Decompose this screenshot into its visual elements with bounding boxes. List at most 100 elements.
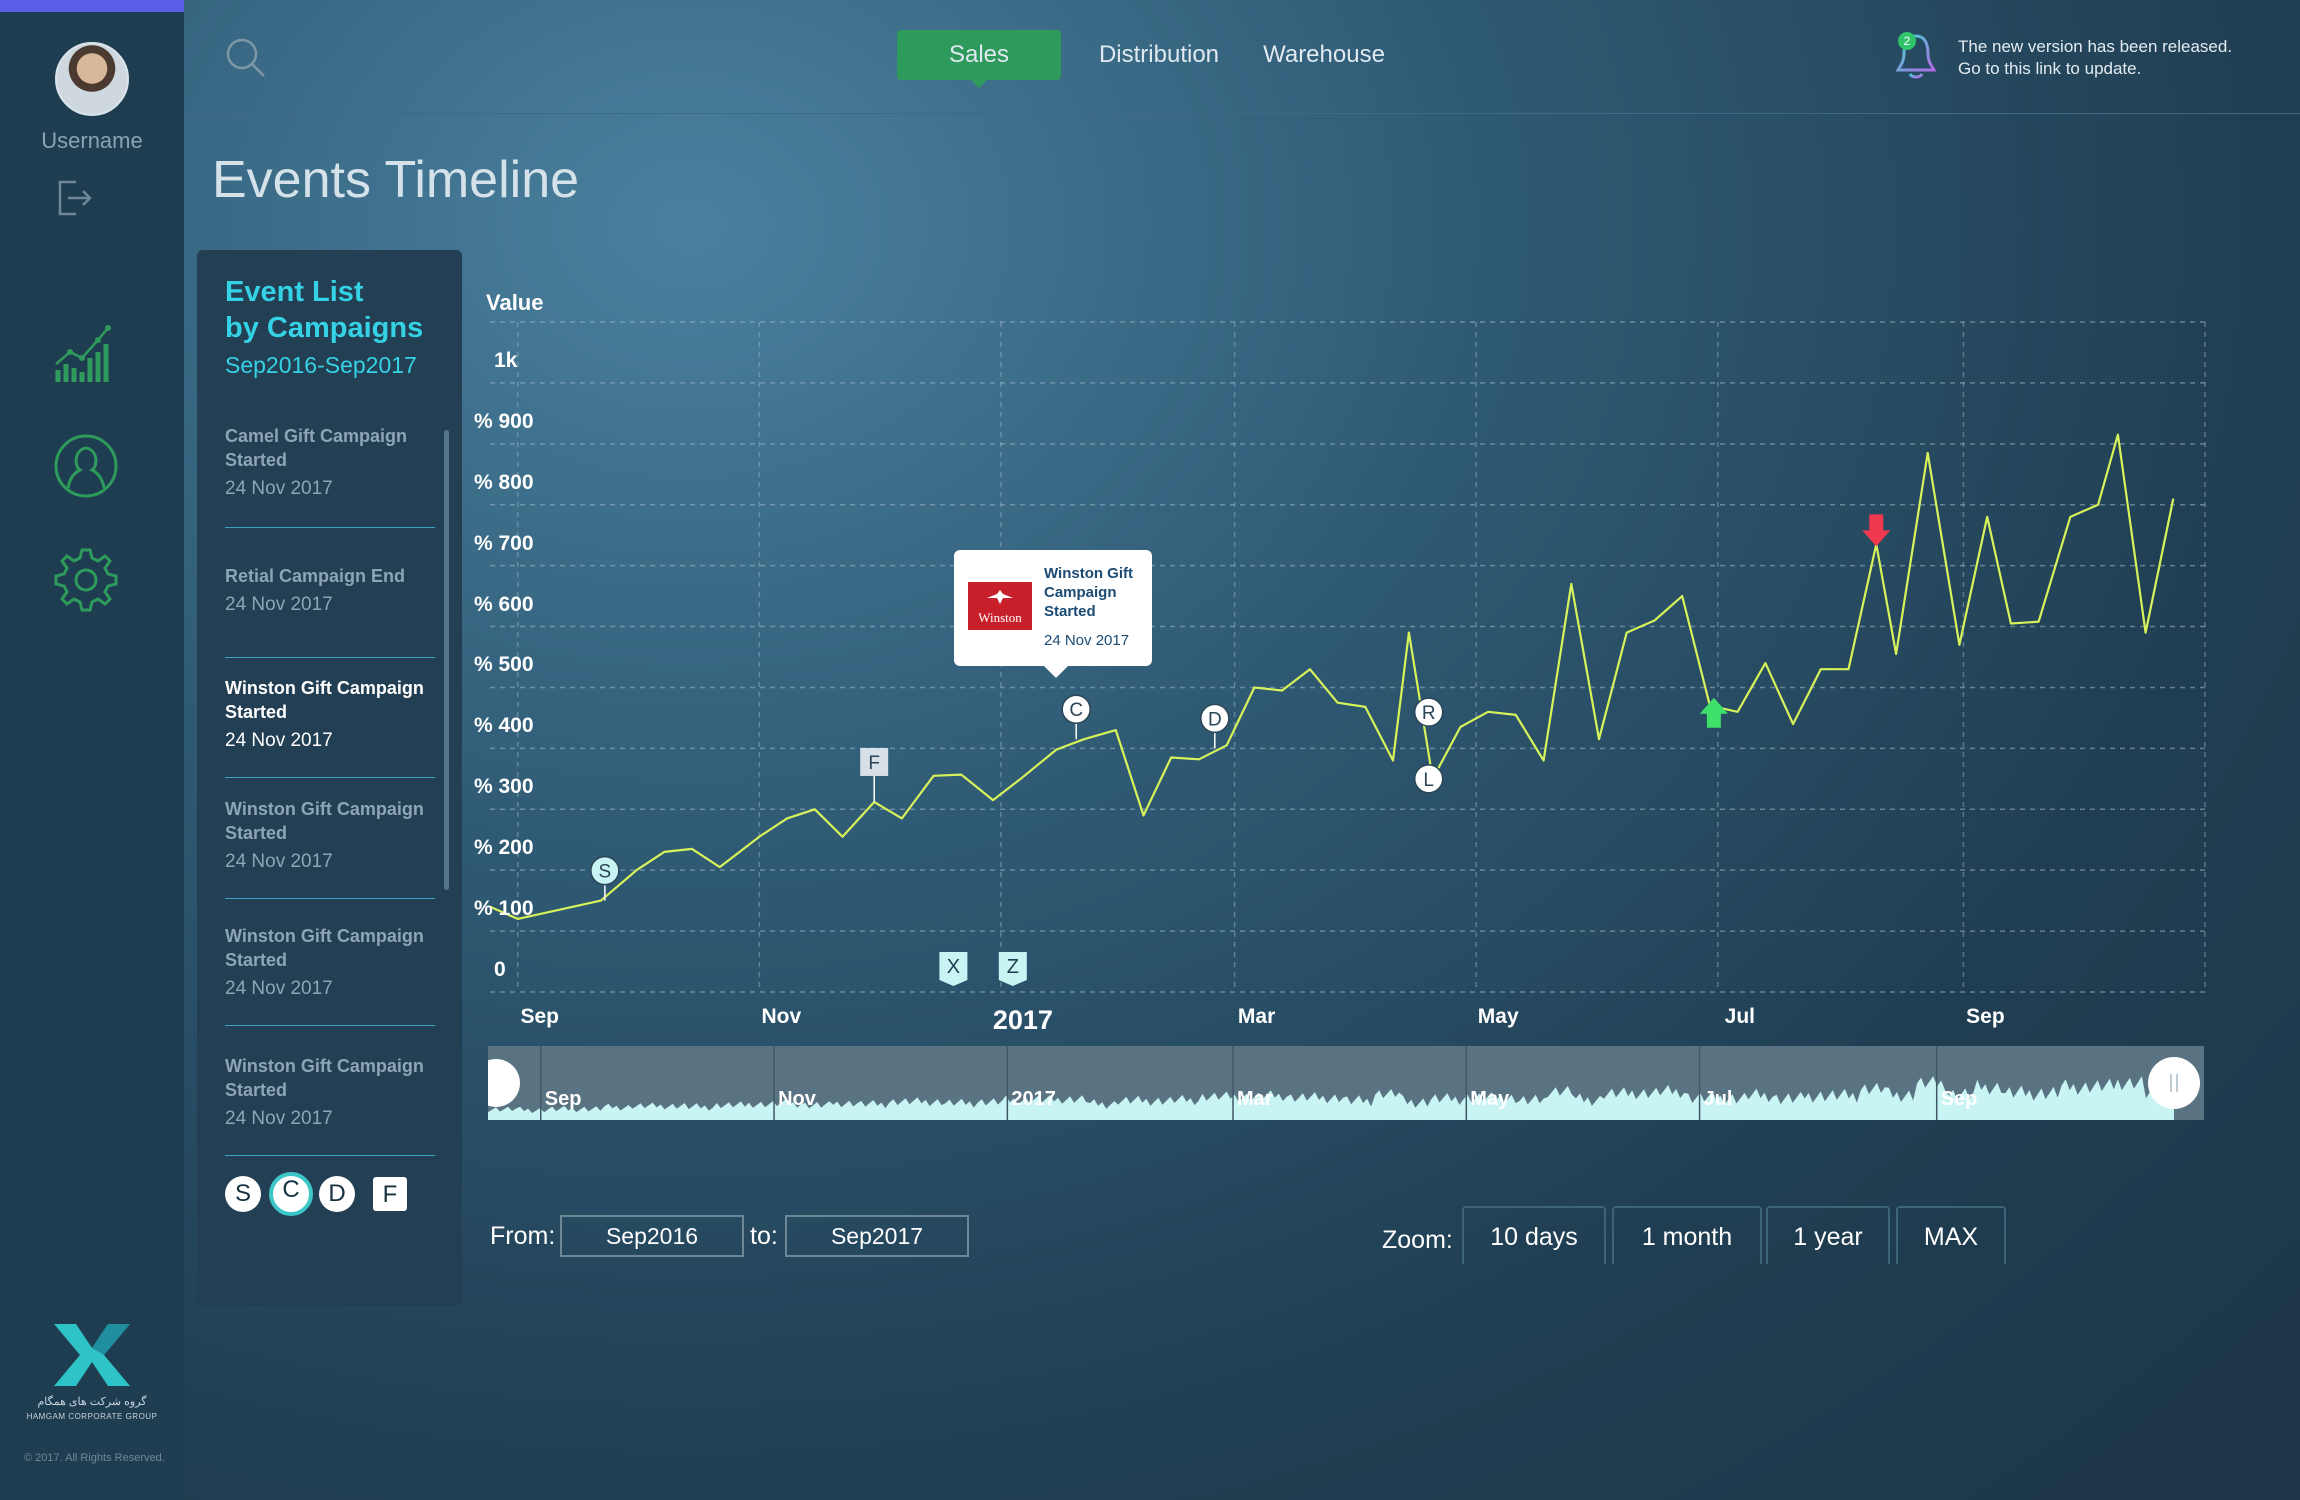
event-name: Camel Gift Campaign Started bbox=[225, 426, 408, 470]
event-marker-s[interactable]: S bbox=[590, 855, 620, 901]
brand-x-mark bbox=[54, 1324, 130, 1386]
event-date: 24 Nov 2017 bbox=[225, 594, 333, 615]
y-tick-label: % 100 bbox=[474, 897, 534, 921]
event-marker-l[interactable]: L bbox=[1413, 764, 1444, 794]
event-date: 24 Nov 2017 bbox=[225, 478, 333, 499]
event-list-scrollbar[interactable] bbox=[444, 430, 449, 890]
brand-name: HAMGAM CORPORATE GROUP bbox=[26, 1412, 158, 1421]
eagle-icon bbox=[987, 590, 1013, 604]
notification-text[interactable]: The new version has been released. Go to… bbox=[1958, 36, 2232, 80]
event-item[interactable]: Winston Gift Campaign Started 24 Nov 201… bbox=[225, 797, 435, 899]
settings-icon[interactable] bbox=[52, 546, 120, 614]
event-marker-label: F bbox=[868, 753, 880, 774]
arrow-marker-down bbox=[1862, 514, 1891, 547]
filter-chip-s[interactable]: S bbox=[225, 1176, 261, 1212]
search-icon[interactable] bbox=[224, 36, 268, 80]
event-item[interactable]: Retial Campaign End 24 Nov 2017 bbox=[225, 564, 435, 658]
copyright: © 2017. All Rights Reserved. bbox=[24, 1452, 165, 1464]
zoom-label: Zoom: bbox=[1382, 1226, 1453, 1254]
filter-chip-f[interactable]: F bbox=[373, 1177, 407, 1211]
event-name: Winston Gift Campaign Started bbox=[225, 1056, 424, 1100]
event-item[interactable]: Winston Gift Campaign Started 24 Nov 201… bbox=[225, 1054, 435, 1156]
event-date: 24 Nov 2017 bbox=[225, 978, 333, 999]
range-navigator[interactable]: Sep Nov 2017 Mar May Jul Sep bbox=[472, 1046, 2204, 1120]
page-title: Events Timeline bbox=[212, 151, 580, 209]
y-tick-label: 0 bbox=[494, 958, 506, 981]
navigator-series-area bbox=[488, 1076, 2174, 1120]
event-marker-label: L bbox=[1423, 770, 1434, 791]
arrow-marker-up bbox=[1699, 697, 1728, 728]
marker-circle bbox=[1413, 764, 1444, 794]
series-line bbox=[489, 433, 2175, 921]
marker-square bbox=[860, 747, 889, 776]
navigator-tick-label: Jul bbox=[1703, 1088, 1733, 1110]
notification-line-1: The new version has been released. bbox=[1958, 37, 2233, 56]
winston-logo-text: Winston bbox=[978, 610, 1022, 625]
sidebar-accent-bar bbox=[0, 0, 184, 12]
x-tick-label: Sep bbox=[1966, 1005, 2005, 1028]
to-label: to: bbox=[750, 1222, 778, 1250]
navigator-grip-icon bbox=[2170, 1074, 2178, 1092]
notification-badge: 2 bbox=[1898, 32, 1916, 50]
tab-sales[interactable]: Sales bbox=[897, 30, 1061, 88]
marker-circle bbox=[1413, 697, 1444, 727]
x-tick-label: Nov bbox=[761, 1005, 802, 1028]
analytics-icon[interactable] bbox=[52, 318, 112, 384]
x-tick-label: Mar bbox=[1237, 1005, 1276, 1028]
event-item-active[interactable]: Winston Gift Campaign Started 24 Nov 201… bbox=[225, 676, 435, 778]
x-tick-label: 2017 bbox=[992, 1005, 1053, 1035]
event-marker-x[interactable]: X bbox=[939, 952, 968, 986]
avatar[interactable] bbox=[55, 42, 129, 116]
flag-shape bbox=[998, 952, 1027, 986]
filter-chip-c[interactable]: C bbox=[269, 1172, 313, 1216]
notification-line-2: Go to this link to update. bbox=[1958, 59, 2142, 78]
event-tooltip: Winston Winston Gift Campaign Started 24… bbox=[954, 550, 1152, 678]
event-item[interactable]: Winston Gift Campaign Started 24 Nov 201… bbox=[225, 924, 435, 1026]
zoom-max-button[interactable]: MAX bbox=[1896, 1206, 2006, 1264]
chart: S F X Z C D R L Value 0 % 100 % 200 % 300 % 400 % 50… bbox=[470, 280, 2230, 1140]
from-date-input[interactable] bbox=[560, 1215, 744, 1257]
y-tick-label: % 300 bbox=[474, 775, 534, 799]
event-list-title-line-1: Event List bbox=[225, 276, 364, 308]
chart-canvas: S F X Z C D R L bbox=[489, 321, 2206, 993]
y-tick-label: % 800 bbox=[474, 470, 534, 494]
tab-distribution[interactable]: Distribution bbox=[1098, 41, 1220, 68]
tooltip-date: 24 Nov 2017 bbox=[1044, 632, 1130, 649]
y-axis-title: Value bbox=[486, 290, 544, 315]
zoom-10-days-button[interactable]: 10 days bbox=[1462, 1206, 1606, 1264]
navigator-tick-label: Nov bbox=[778, 1088, 816, 1110]
flag-shape bbox=[939, 952, 968, 986]
y-tick-label: % 400 bbox=[474, 714, 534, 738]
x-tick-label: Jul bbox=[1724, 1005, 1755, 1028]
event-marker-f[interactable]: F bbox=[860, 747, 889, 802]
to-date-input[interactable] bbox=[785, 1215, 969, 1257]
logout-icon[interactable] bbox=[52, 176, 96, 220]
username: Username bbox=[41, 128, 143, 153]
event-marker-z[interactable]: Z bbox=[998, 952, 1027, 986]
tab-warehouse[interactable]: Warehouse bbox=[1263, 41, 1385, 68]
y-tick-label: % 900 bbox=[474, 409, 534, 433]
zoom-1-year-button[interactable]: 1 year bbox=[1766, 1206, 1890, 1264]
navigator-tick-label: Mar bbox=[1237, 1088, 1273, 1110]
event-marker-r[interactable]: R bbox=[1413, 697, 1444, 727]
event-marker-label: R bbox=[1422, 703, 1436, 724]
brand-arabic: گروه شرکت های همگام bbox=[37, 1396, 147, 1408]
event-name: Winston Gift Campaign Started bbox=[225, 799, 424, 843]
navigator-right-handle[interactable] bbox=[2148, 1057, 2200, 1109]
y-tick-label: % 200 bbox=[474, 836, 534, 860]
event-list-title-line-2: by Campaigns bbox=[225, 312, 424, 344]
event-marker-label: C bbox=[1069, 700, 1083, 721]
event-marker-c[interactable]: C bbox=[1061, 694, 1091, 740]
brand-logo: گروه شرکت های همگام HAMGAM CORPORATE GRO… bbox=[20, 1322, 164, 1421]
zoom-1-month-button[interactable]: 1 month bbox=[1612, 1206, 1762, 1264]
event-name: Winston Gift Campaign Started bbox=[225, 926, 424, 970]
event-item[interactable]: Camel Gift Campaign Started 24 Nov 2017 bbox=[225, 424, 435, 528]
filter-chip-d[interactable]: D bbox=[319, 1176, 355, 1212]
profile-icon[interactable] bbox=[52, 432, 120, 500]
event-name: Retial Campaign End bbox=[225, 566, 406, 586]
x-tick-label: May bbox=[1477, 1005, 1519, 1028]
y-tick-label: % 700 bbox=[474, 531, 534, 555]
navigator-tick-label: 2017 bbox=[1011, 1088, 1056, 1110]
event-marker-d[interactable]: D bbox=[1200, 703, 1230, 749]
from-label: From: bbox=[490, 1222, 556, 1250]
